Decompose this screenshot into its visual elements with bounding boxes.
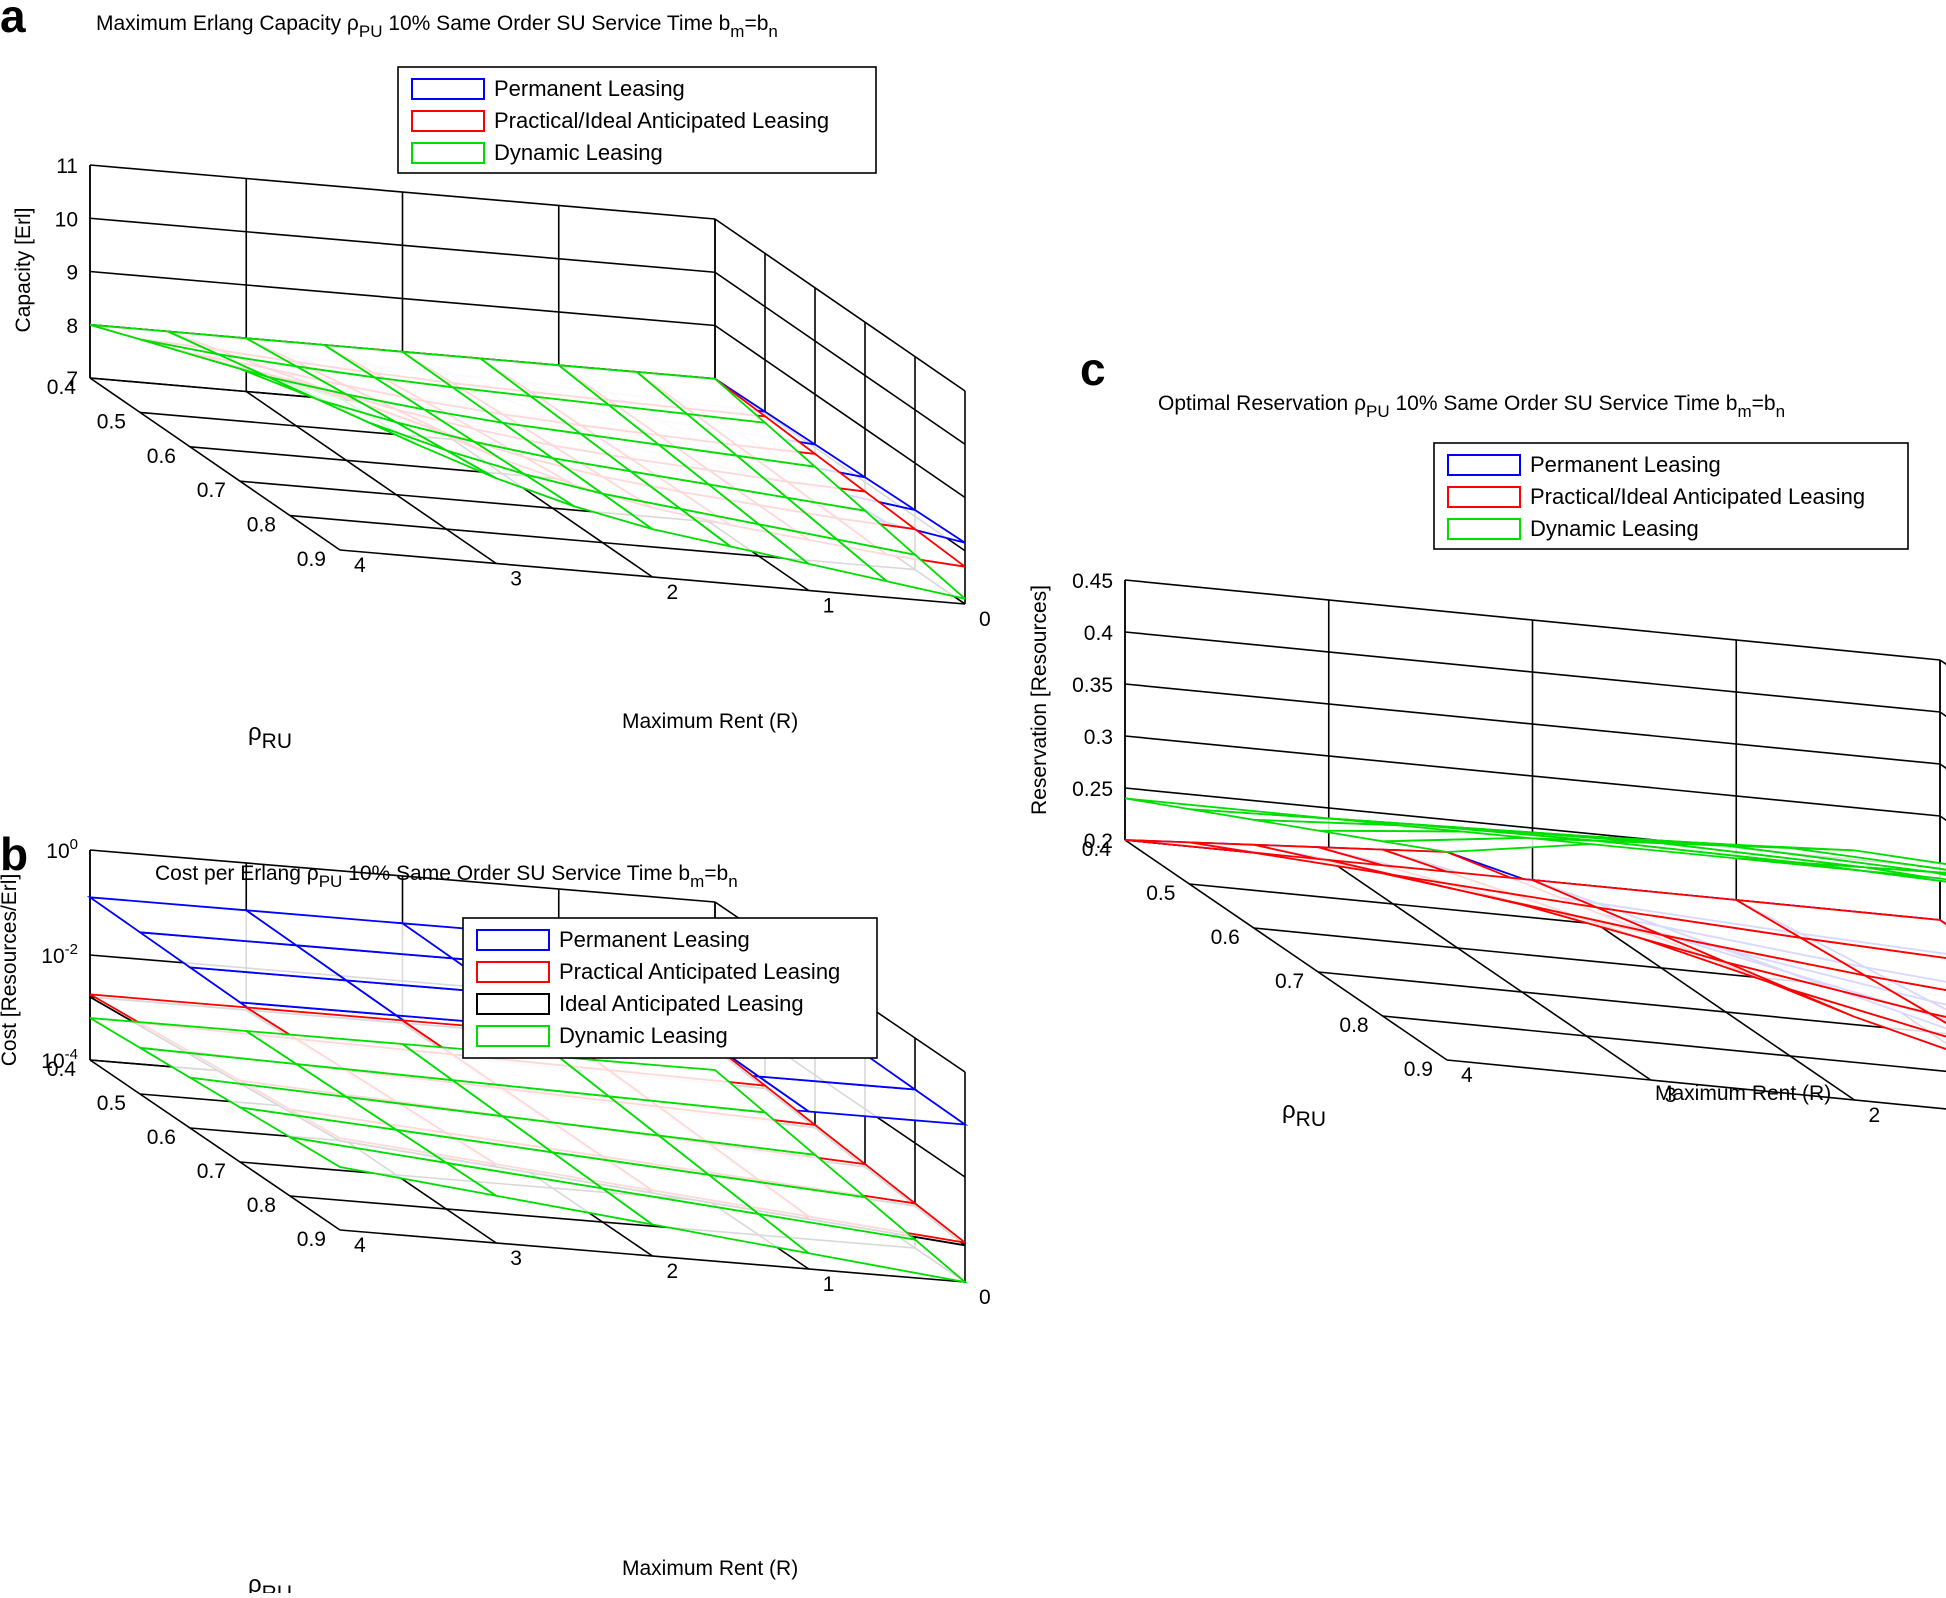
legend: Permanent Leasing Practical/Ideal Anticip… [398,67,876,173]
x-tick-label: 2 [1869,1104,1881,1127]
panel-letter: c [1080,343,1106,395]
x-axis-label: Maximum Rent (R) [622,1557,798,1580]
x-tick-label: 3 [510,1247,522,1270]
y-tick-label: 0.7 [1275,970,1304,993]
z-tick-label: 10 [55,208,78,231]
z-axis-label: Capacity [Erl] [12,208,35,333]
legend-label: Practical/Ideal Anticipated Leasing [494,108,829,133]
legend: Permanent Leasing Practical Anticipated L… [463,918,877,1058]
y-tick-label: 0.5 [97,1092,126,1115]
y-tick-label: 0.8 [247,514,276,537]
x-tick-label: 3 [510,568,522,591]
x-tick-label: 0 [979,1286,991,1309]
panel-letter: a [0,0,26,42]
y-tick-label: 0.4 [47,1058,77,1081]
y-tick-label: 0.8 [1339,1014,1368,1037]
y-tick-label: 0.9 [1404,1058,1433,1081]
y-tick-label: 0.9 [297,548,326,571]
x-axis-label: Maximum Rent (R) [1655,1082,1831,1105]
legend-label: Ideal Anticipated Leasing [559,991,804,1016]
z-tick-label: 0.35 [1072,674,1113,697]
z-tick-label: 9 [66,262,78,285]
legend-label: Permanent Leasing [559,927,750,952]
y-tick-label: 0.5 [1146,882,1175,905]
x-axis-label: Maximum Rent (R) [622,710,798,733]
legend-label: Permanent Leasing [1530,452,1721,477]
y-tick-label: 0.7 [197,479,226,502]
z-axis-label: Cost [Resources/Erl] [0,874,21,1067]
x-tick-label: 4 [354,554,366,577]
x-tick-label: 1 [823,595,835,618]
legend-label: Practical/Ideal Anticipated Leasing [1530,484,1865,509]
y-tick-label: 0.4 [47,376,77,399]
z-tick-label: 8 [66,315,78,338]
y-tick-label: 0.7 [197,1160,226,1183]
x-tick-label: 2 [667,1260,679,1283]
legend-label: Permanent Leasing [494,76,685,101]
panel-letter: b [0,828,28,880]
x-tick-label: 2 [667,581,679,604]
z-tick-label: 0.3 [1084,726,1113,749]
y-tick-label: 0.5 [97,410,126,433]
legend-label: Dynamic Leasing [559,1023,728,1048]
x-tick-label: 0 [979,608,991,631]
z-tick-label: 0.4 [1084,622,1114,645]
z-tick-label: 0.45 [1072,570,1113,593]
y-tick-label: 0.6 [147,445,176,468]
legend: Permanent Leasing Practical/Ideal Anticip… [1434,443,1908,549]
legend-label: Dynamic Leasing [1530,516,1699,541]
x-tick-label: 4 [1461,1064,1473,1087]
y-tick-label: 0.8 [247,1194,276,1217]
z-tick-label: 0.25 [1072,778,1113,801]
x-tick-label: 1 [823,1273,835,1296]
z-axis-label: Reservation [Resources] [1028,585,1051,815]
y-tick-label: 0.4 [1082,838,1112,861]
y-tick-label: 0.6 [1211,926,1240,949]
x-tick-label: 4 [354,1234,366,1257]
y-tick-label: 0.6 [147,1126,176,1149]
legend-label: Dynamic Leasing [494,140,663,165]
legend-label: Practical Anticipated Leasing [559,959,840,984]
y-tick-label: 0.9 [297,1228,326,1251]
z-tick-label: 11 [56,155,78,178]
